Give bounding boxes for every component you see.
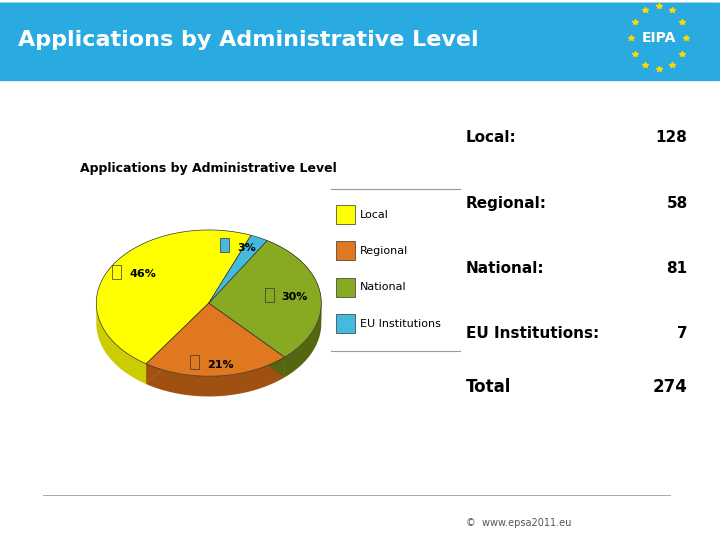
Text: 3%: 3% <box>237 243 256 253</box>
FancyBboxPatch shape <box>0 3 720 81</box>
Polygon shape <box>146 303 209 384</box>
Text: 21%: 21% <box>207 360 233 370</box>
Polygon shape <box>146 303 209 384</box>
Text: Regional: Regional <box>360 246 408 256</box>
Text: 274: 274 <box>653 378 688 396</box>
Bar <box>220 238 229 252</box>
Polygon shape <box>209 240 321 357</box>
Text: Local: Local <box>360 210 389 220</box>
Text: Applications by Administrative Level: Applications by Administrative Level <box>81 163 337 176</box>
Text: EU Institutions:: EU Institutions: <box>466 326 599 341</box>
Bar <box>336 314 354 333</box>
Bar <box>190 355 199 369</box>
Polygon shape <box>209 303 284 377</box>
Text: 30%: 30% <box>282 292 308 302</box>
Text: Applications by Administrative Level: Applications by Administrative Level <box>18 30 479 50</box>
Text: 46%: 46% <box>130 269 156 279</box>
Bar <box>112 265 122 279</box>
Bar <box>336 205 354 224</box>
Text: ©  www.epsa2011.eu: © www.epsa2011.eu <box>466 518 571 528</box>
Text: 128: 128 <box>656 130 688 145</box>
Polygon shape <box>96 303 146 384</box>
Text: 7: 7 <box>677 326 688 341</box>
Text: EIPA: EIPA <box>642 31 676 45</box>
Text: National:: National: <box>466 261 544 276</box>
Polygon shape <box>284 303 321 377</box>
Text: Regional:: Regional: <box>466 195 547 211</box>
Text: Total: Total <box>466 378 511 396</box>
Polygon shape <box>267 240 321 323</box>
Polygon shape <box>209 303 284 377</box>
Bar <box>336 278 354 297</box>
Text: National: National <box>360 282 406 292</box>
Text: EU Institutions: EU Institutions <box>360 319 441 328</box>
Text: 81: 81 <box>667 261 688 276</box>
Bar <box>265 288 274 301</box>
Polygon shape <box>96 230 251 364</box>
Polygon shape <box>146 303 284 376</box>
Polygon shape <box>209 235 267 303</box>
Text: Local:: Local: <box>466 130 516 145</box>
Bar <box>336 241 354 260</box>
Polygon shape <box>146 357 284 396</box>
Text: 58: 58 <box>666 195 688 211</box>
